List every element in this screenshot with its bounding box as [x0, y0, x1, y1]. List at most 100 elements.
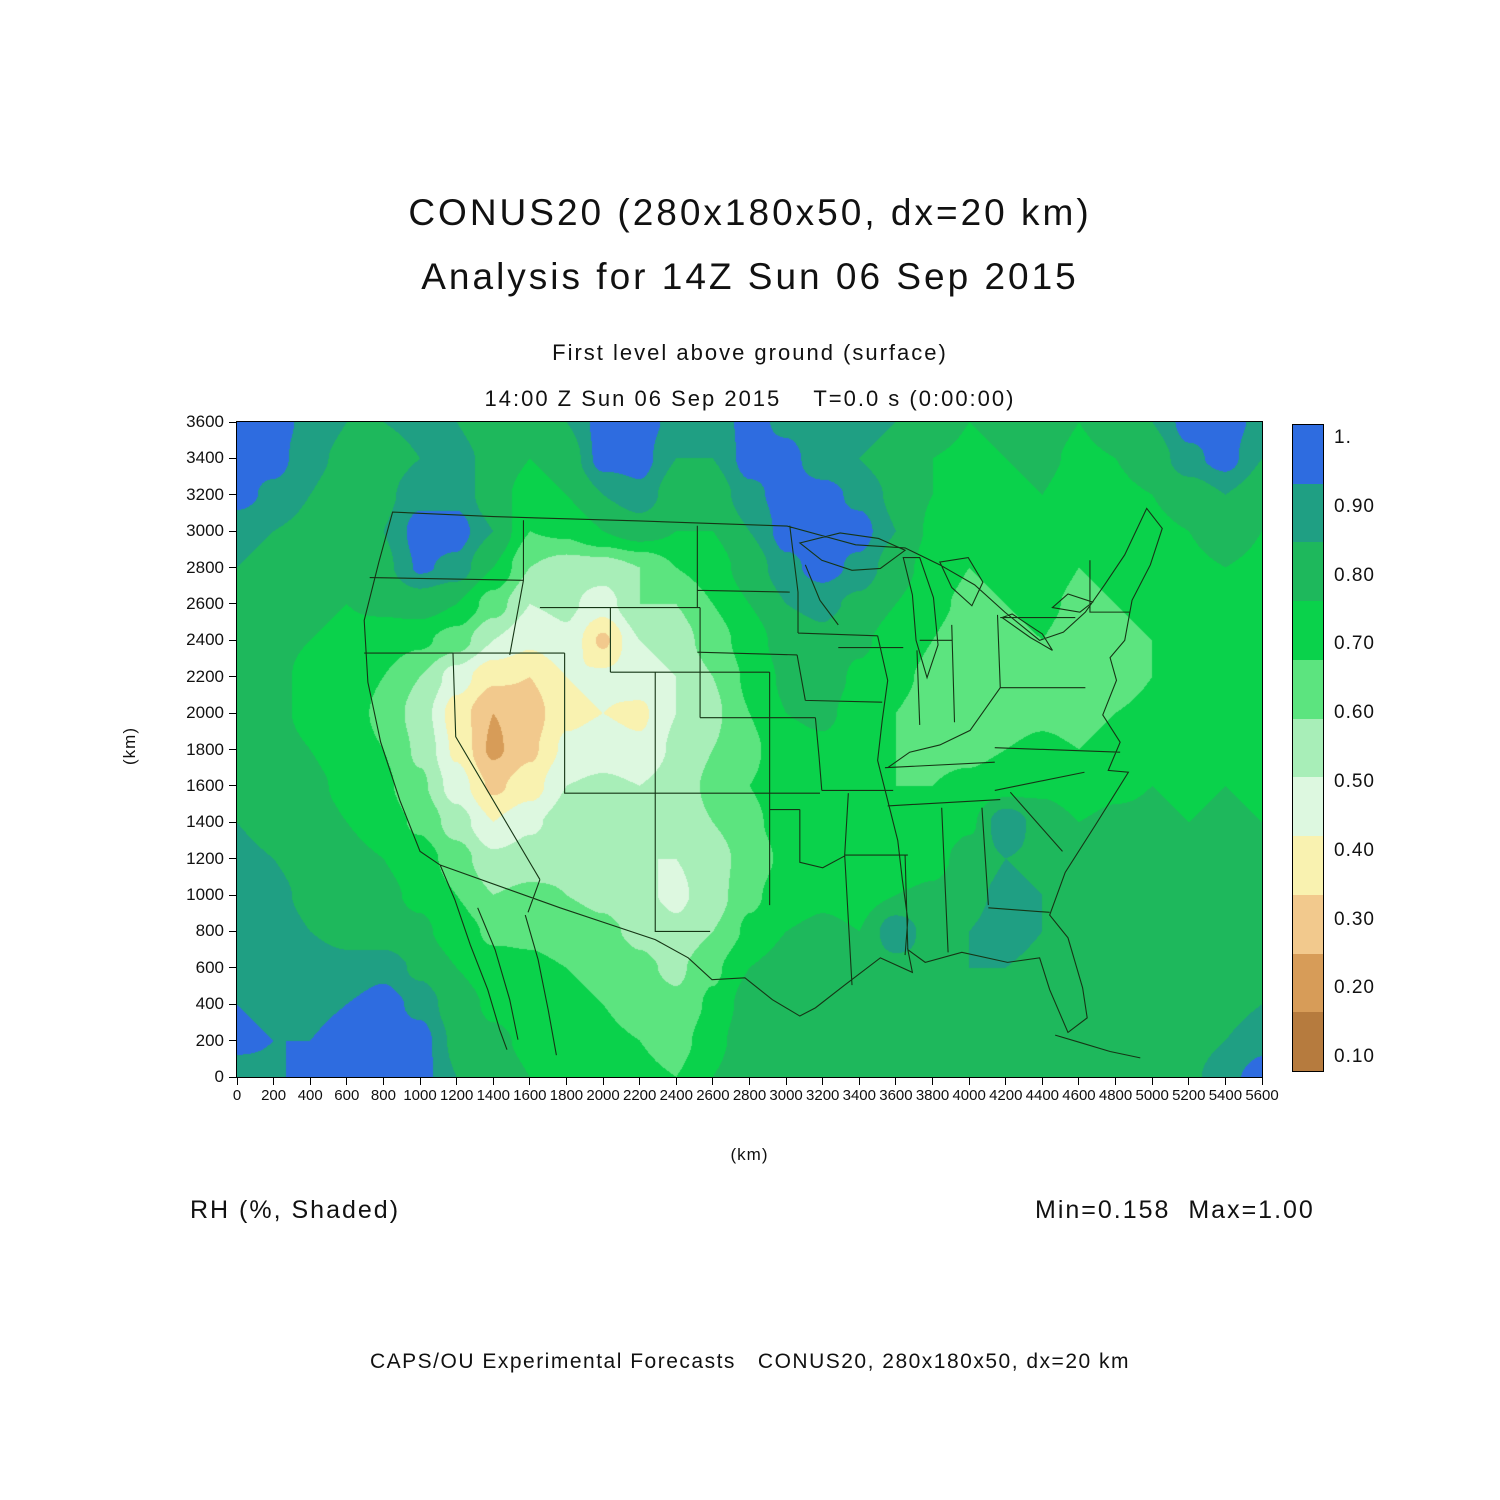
- y-tick: [229, 530, 236, 532]
- y-tick: [229, 1040, 236, 1042]
- y-tick: [229, 1003, 236, 1005]
- y-tick-label: 600: [195, 957, 224, 977]
- x-tick: [712, 1078, 714, 1085]
- x-tick-label: 0: [232, 1087, 242, 1104]
- y-tick-label: 0: [214, 1067, 224, 1086]
- y-tick-label: 1000: [186, 885, 224, 905]
- y-tick-label: 1200: [186, 848, 224, 868]
- colorbar-block: [1293, 836, 1323, 895]
- plot-area: [236, 421, 1263, 1078]
- x-tick: [785, 1078, 787, 1085]
- y-tick-label: 400: [195, 994, 224, 1014]
- x-tick-label: 2400: [659, 1087, 693, 1104]
- colorbar-block: [1293, 601, 1323, 660]
- x-tick: [1224, 1078, 1226, 1085]
- x-tick-label: 5600: [1245, 1087, 1279, 1104]
- x-tick: [858, 1078, 860, 1085]
- x-tick-label: 800: [370, 1087, 396, 1104]
- x-tick: [968, 1078, 970, 1085]
- x-tick: [1078, 1078, 1080, 1085]
- y-tick: [229, 421, 236, 423]
- colorbar-label: 0.50: [1334, 771, 1375, 792]
- y-tick-label: 200: [195, 1030, 224, 1050]
- y-tick-label: 3000: [186, 521, 224, 541]
- analysis-date-title: Analysis for 14Z Sun 06 Sep 2015: [421, 256, 1079, 297]
- map-border-path: [364, 508, 1162, 1057]
- x-tick: [749, 1078, 750, 1085]
- y-tick: [229, 494, 236, 496]
- y-tick: [229, 785, 236, 787]
- x-tick-label: 3000: [769, 1087, 803, 1104]
- y-tick-label: 2400: [186, 630, 224, 650]
- y-tick: [229, 930, 236, 932]
- colorbar-label: 0.10: [1334, 1046, 1375, 1067]
- x-tick-label: 3400: [842, 1087, 876, 1104]
- x-tick: [456, 1078, 458, 1085]
- colorbar-block: [1293, 542, 1323, 602]
- colorbar-block: [1293, 483, 1323, 543]
- x-tick-label: 400: [297, 1087, 323, 1104]
- x-tick: [1261, 1078, 1263, 1085]
- level-label: First level above ground (surface): [552, 340, 948, 365]
- y-tick: [229, 603, 236, 605]
- x-tick: [346, 1078, 348, 1085]
- y-tick-label: 1800: [186, 739, 224, 759]
- y-axis-title: (km): [120, 727, 139, 765]
- colorbar-block: [1293, 425, 1323, 484]
- y-tick-label: 2600: [186, 593, 224, 613]
- colorbar-block: [1293, 953, 1323, 1013]
- x-tick: [895, 1078, 897, 1085]
- x-tick: [1041, 1078, 1043, 1085]
- y-tick-label: 1600: [186, 775, 224, 795]
- colorbar-label: 0.20: [1334, 977, 1375, 998]
- y-tick-label: 2200: [186, 666, 224, 686]
- y-tick: [229, 749, 236, 750]
- colorbar-block: [1293, 1012, 1323, 1072]
- colorbar-label: 0.70: [1334, 633, 1375, 654]
- x-tick: [492, 1078, 494, 1085]
- colorbar-block: [1293, 894, 1323, 954]
- footer-credit: CAPS/OU Experimental Forecasts CONUS20, …: [369, 1350, 1131, 1373]
- x-tick-label: 3200: [806, 1087, 840, 1104]
- x-tick: [932, 1078, 934, 1085]
- x-tick: [675, 1078, 677, 1085]
- x-tick-label: 4000: [952, 1087, 986, 1104]
- x-tick-label: 4400: [1025, 1087, 1060, 1104]
- y-tick-label: 3200: [186, 484, 224, 504]
- x-tick-label: 1600: [513, 1087, 547, 1104]
- y-tick: [229, 1076, 236, 1078]
- x-tick-label: 4800: [1098, 1087, 1133, 1104]
- y-tick: [229, 894, 236, 896]
- colorbar-label: 0.90: [1334, 496, 1375, 517]
- y-tick-label: 800: [195, 921, 224, 941]
- y-tick: [229, 676, 236, 678]
- x-tick-label: 1800: [549, 1087, 584, 1104]
- x-tick-label: 3800: [915, 1087, 950, 1104]
- state-borders-overlay: [237, 422, 1262, 1077]
- x-tick: [1188, 1078, 1190, 1085]
- y-tick: [229, 639, 236, 641]
- y-tick-label: 2000: [186, 703, 224, 723]
- colorbar-label: 1.: [1334, 427, 1352, 448]
- x-tick: [529, 1078, 531, 1085]
- colorbar-block: [1293, 777, 1323, 837]
- x-tick-label: 2800: [732, 1087, 767, 1104]
- field-label: RH (%, Shaded): [190, 1196, 401, 1224]
- x-tick-label: 2600: [696, 1087, 730, 1104]
- model-title: CONUS20 (280x180x50, dx=20 km): [408, 192, 1092, 233]
- x-tick: [1151, 1078, 1153, 1085]
- y-tick-label: 3400: [186, 448, 224, 468]
- x-tick: [639, 1078, 641, 1085]
- y-tick: [229, 567, 236, 569]
- y-tick: [229, 821, 236, 823]
- x-axis-title: (km): [730, 1145, 769, 1164]
- y-tick-label: 3600: [186, 412, 224, 431]
- rh-heatmap-canvas: [237, 422, 1262, 1077]
- x-tick-label: 1400: [476, 1087, 510, 1104]
- x-tick-label: 4200: [989, 1087, 1023, 1104]
- x-tick-label: 5200: [1172, 1087, 1206, 1104]
- x-tick: [273, 1078, 275, 1085]
- colorbar-label: 0.80: [1334, 565, 1375, 586]
- x-tick-label: 2000: [586, 1087, 620, 1104]
